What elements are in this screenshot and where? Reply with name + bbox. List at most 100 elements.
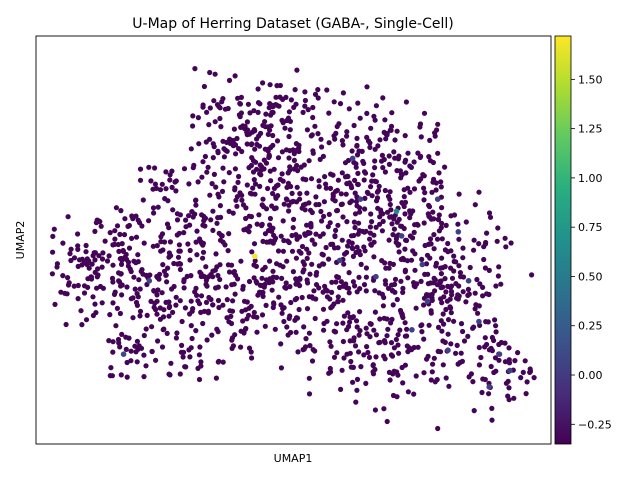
scatter-point (260, 80, 266, 86)
scatter-point (255, 109, 261, 115)
scatter-point (339, 138, 345, 144)
scatter-point (395, 372, 401, 378)
scatter-point (313, 202, 319, 208)
scatter-point (343, 281, 349, 287)
scatter-point (313, 231, 319, 237)
scatter-point (405, 185, 411, 191)
scatter-point (429, 189, 435, 195)
scatter-point (340, 320, 346, 326)
scatter-point (270, 102, 276, 108)
scatter-point (344, 133, 350, 139)
scatter-point (289, 232, 295, 239)
scatter-point (411, 186, 418, 192)
scatter-point (411, 159, 417, 165)
scatter-point (437, 278, 443, 284)
scatter-point (265, 185, 271, 192)
scatter-point (259, 312, 266, 318)
scatter-point (304, 255, 310, 261)
scatter-point (195, 115, 201, 121)
scatter-point (206, 122, 212, 128)
scatter-point (210, 155, 216, 161)
scatter-point (260, 122, 266, 128)
scatter-point (305, 280, 311, 286)
scatter-point (113, 205, 119, 211)
scatter-point (68, 246, 74, 252)
scatter-point (295, 168, 301, 174)
scatter-point (339, 367, 345, 373)
scatter-point (327, 339, 333, 345)
scatter-point (431, 246, 437, 252)
scatter-point (81, 290, 88, 296)
scatter-point (310, 104, 316, 111)
highlighted-point (507, 367, 513, 374)
scatter-point (421, 220, 427, 226)
scatter-point (354, 324, 360, 330)
scatter-point (110, 242, 116, 248)
scatter-point (442, 164, 448, 170)
scatter-point (418, 278, 424, 284)
scatter-point (95, 266, 101, 272)
scatter-point (79, 256, 85, 262)
scatter-point (494, 238, 500, 244)
scatter-point (396, 350, 402, 356)
scatter-point (400, 380, 406, 386)
scatter-point (506, 345, 512, 351)
scatter-point (402, 159, 408, 165)
scatter-point (402, 133, 408, 139)
scatter-point (185, 241, 191, 247)
scatter-point (137, 286, 143, 292)
scatter-point (232, 291, 238, 297)
scatter-point (230, 298, 236, 304)
scatter-point (326, 110, 332, 116)
scatter-point (436, 212, 442, 218)
scatter-point (107, 312, 113, 318)
scatter-point (143, 363, 149, 369)
scatter-point (226, 231, 232, 237)
scatter-point (140, 197, 146, 203)
scatter-point (252, 146, 258, 152)
scatter-point (465, 333, 471, 339)
scatter-point (50, 233, 56, 239)
scatter-point (115, 241, 121, 248)
scatter-point (320, 252, 326, 258)
scatter-point (368, 241, 374, 248)
scatter-point (270, 132, 276, 139)
scatter-point (65, 275, 71, 281)
scatter-point (421, 302, 427, 308)
scatter-point (273, 94, 279, 100)
scatter-point (427, 236, 434, 242)
scatter-point (443, 289, 449, 295)
scatter-point (341, 313, 347, 319)
scatter-point (196, 352, 202, 358)
scatter-point (118, 271, 124, 277)
scatter-point (480, 293, 486, 299)
scatter-point (154, 292, 160, 298)
scatter-point (149, 348, 155, 355)
scatter-point (465, 286, 471, 292)
scatter-point (223, 284, 229, 290)
scatter-point (389, 221, 395, 227)
scatter-point (387, 201, 393, 208)
scatter-point (251, 309, 257, 316)
scatter-point (260, 289, 266, 296)
scatter-point (418, 176, 424, 182)
scatter-point (273, 183, 280, 189)
scatter-point (207, 69, 213, 76)
scatter-point (352, 224, 358, 231)
scatter-point (266, 280, 272, 286)
scatter-point (165, 198, 171, 204)
scatter-point (424, 356, 430, 362)
scatter-point (255, 292, 261, 298)
scatter-point (354, 289, 360, 295)
scatter-point (155, 338, 161, 344)
scatter-point (361, 177, 367, 183)
scatter-point (89, 261, 95, 267)
scatter-point (263, 111, 269, 117)
scatter-point (320, 306, 327, 312)
scatter-point (110, 262, 116, 268)
scatter-point (286, 208, 292, 214)
scatter-point (92, 228, 98, 234)
scatter-point (321, 213, 327, 219)
scatter-point (426, 213, 432, 219)
scatter-point (279, 149, 285, 155)
